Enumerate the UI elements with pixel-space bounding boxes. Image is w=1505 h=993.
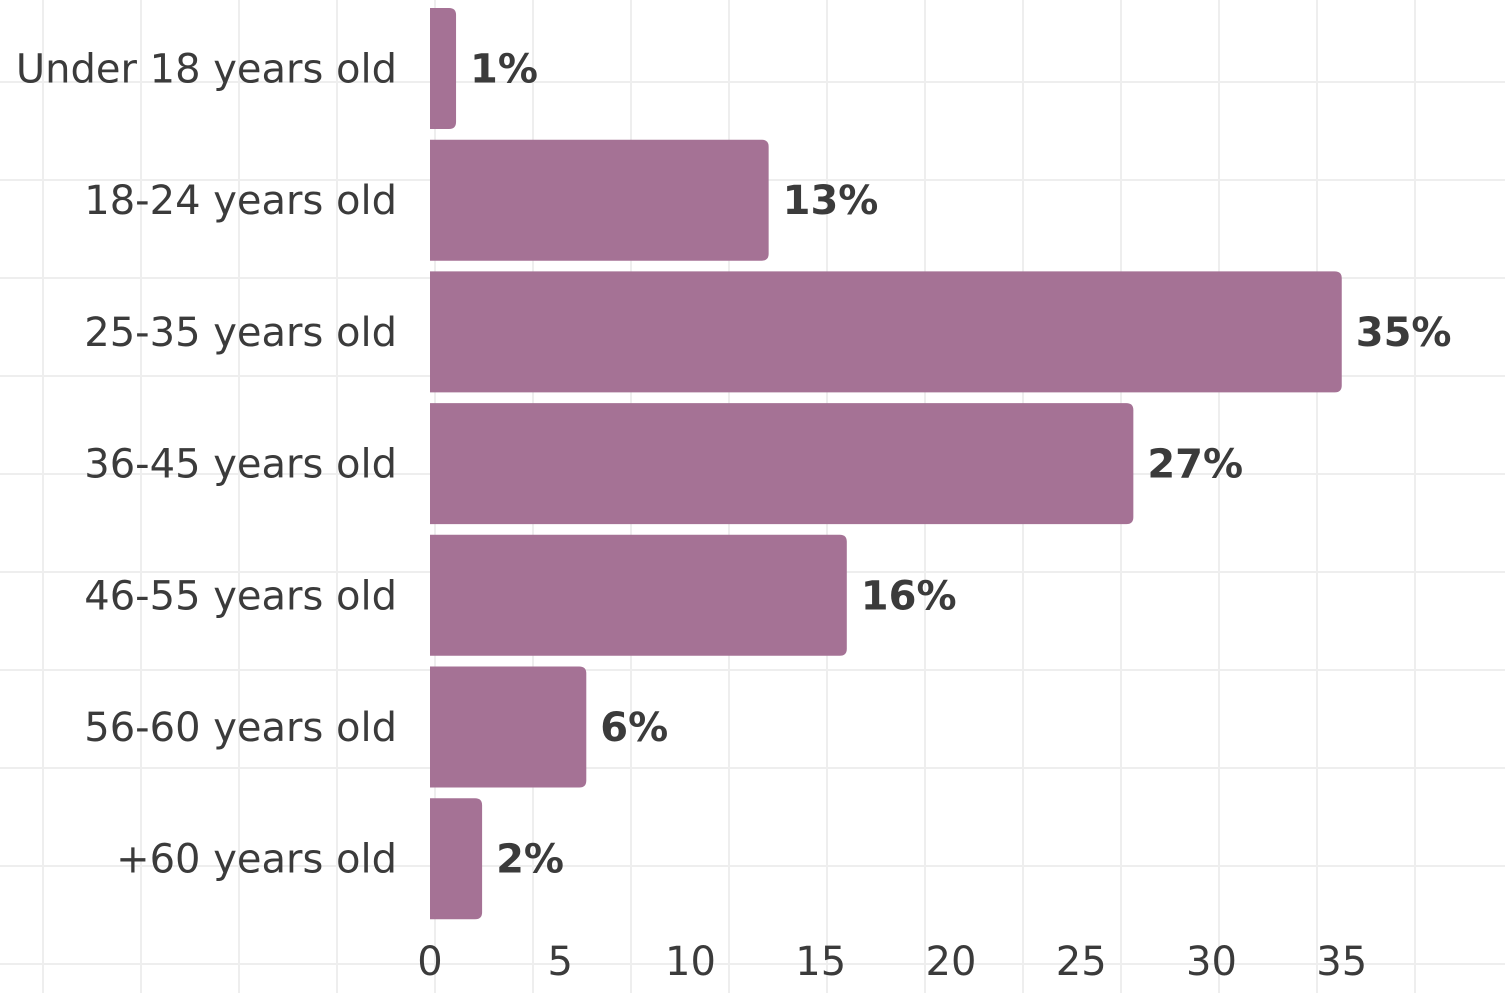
- category-label: 46-55 years old: [84, 573, 397, 619]
- bar: [430, 271, 1342, 393]
- x-tick-label: 0: [417, 939, 442, 985]
- data-label: 35%: [1356, 310, 1452, 356]
- category-label: Under 18 years old: [16, 47, 397, 93]
- data-label: 27%: [1147, 442, 1243, 488]
- data-label: 13%: [783, 178, 879, 224]
- category-label: 36-45 years old: [84, 442, 397, 488]
- bar: [430, 8, 457, 129]
- bar: [430, 798, 483, 920]
- x-tick-label: 25: [1056, 939, 1107, 985]
- bar: [430, 139, 769, 261]
- data-label: 6%: [600, 705, 668, 751]
- data-label: 2%: [496, 837, 564, 883]
- category-label: 18-24 years old: [84, 178, 397, 224]
- bar: [430, 534, 847, 656]
- x-tick-label: 35: [1316, 939, 1367, 985]
- bar: [430, 666, 587, 788]
- x-tick-label: 30: [1186, 939, 1237, 985]
- data-label: 1%: [470, 47, 538, 93]
- x-tick-label: 10: [665, 939, 716, 985]
- bar: [430, 403, 1134, 525]
- data-label: 16%: [861, 573, 957, 619]
- category-label: +60 years old: [116, 837, 397, 883]
- category-label: 56-60 years old: [84, 705, 397, 751]
- x-tick-label: 20: [926, 939, 977, 985]
- category-label: 25-35 years old: [84, 310, 397, 356]
- x-tick-label: 5: [548, 939, 573, 985]
- x-tick-label: 15: [795, 939, 846, 985]
